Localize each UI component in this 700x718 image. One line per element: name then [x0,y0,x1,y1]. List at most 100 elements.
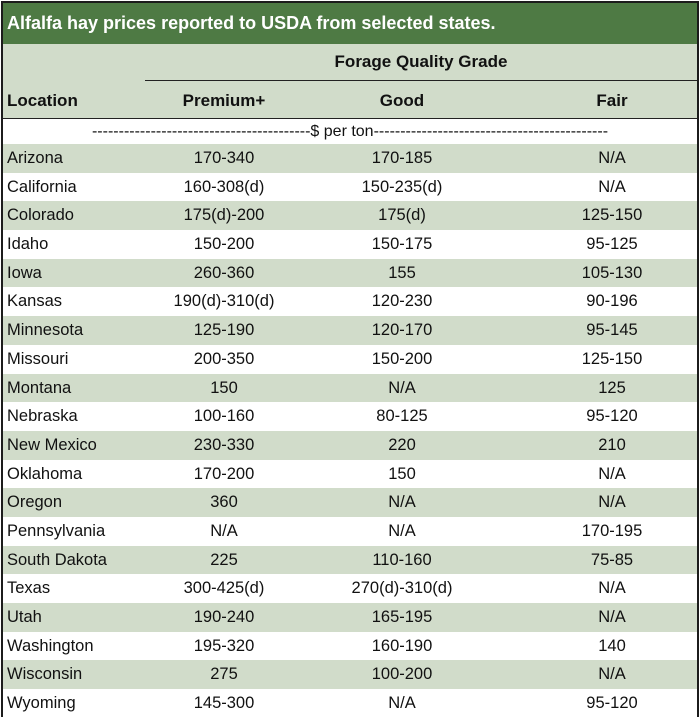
good-cell: 155 [388,263,416,282]
good-cell: 150-175 [371,235,433,254]
good-cell: 120-230 [371,292,433,311]
premium-cell: 230-330 [193,435,255,454]
premium-cell: 300-425(d) [183,579,265,598]
location-cell: Kansas [7,292,63,311]
fair-cell: N/A [598,579,626,598]
good-cell: 175(d) [378,206,426,225]
fair-cell: N/A [598,493,626,512]
table-row: Arizona 170-340 170-185 N/A [3,144,697,173]
premium-cell: N/A [210,521,238,540]
premium-cell: 150 [210,378,238,397]
table-row: Oregon 360 N/A N/A [3,488,697,517]
table-row: Colorado 175(d)-200 175(d) 125-150 [3,201,697,231]
fair-cell: 75-85 [590,550,634,569]
fair-cell: 90-196 [586,292,638,311]
location-cell: Idaho [7,235,49,254]
premium-cell: 175(d)-200 [183,206,265,225]
good-cell: 110-160 [372,550,432,569]
location-cell: South Dakota [7,550,107,569]
location-cell: Texas [7,579,51,598]
good-cell: 80-125 [376,407,428,426]
premium-cell: 170-200 [193,464,255,483]
table-row: Pennsylvania N/A N/A 170-195 [3,516,697,546]
good-cell: 120-170 [371,321,433,340]
premium-cell: 125-190 [193,321,255,340]
unit-row: ----------------------------------------… [3,119,697,144]
table-header: Forage Quality Grade Location Premium+ G… [3,44,697,118]
fair-cell: N/A [598,665,626,684]
header-divider [3,118,697,119]
good-cell: 150-235(d) [361,177,443,196]
table-row: Washington 195-320 160-190 140 [3,631,697,661]
good-cell: N/A [388,694,416,713]
fair-cell: 95-120 [586,694,638,713]
location-cell: Colorado [7,206,74,225]
good-cell: 170-185 [371,149,433,167]
good-cell: 150-200 [371,349,433,368]
location-cell: Montana [7,378,72,397]
fair-cell: 105-130 [581,263,643,282]
location-cell: New Mexico [7,435,97,454]
fair-cell: N/A [598,464,626,483]
location-cell: Oregon [7,493,63,512]
fair-cell: 125-150 [581,206,643,225]
fair-cell: N/A [598,149,626,167]
fair-cell: 95-125 [586,235,638,254]
premium-cell: 190(d)-310(d) [173,292,275,311]
column-header-location: Location [7,91,78,110]
premium-cell: 145-300 [193,694,255,713]
premium-cell: 190-240 [193,608,255,626]
fair-cell: 95-120 [586,407,638,426]
table-title: Alfalfa hay prices reported to USDA from… [3,3,697,44]
premium-cell: 195-320 [193,636,255,655]
location-cell: Iowa [7,263,42,282]
location-cell: Missouri [7,349,69,368]
fair-cell: 170-195 [581,521,643,540]
table-row: South Dakota 225 110-160 75-85 [3,545,697,575]
table-body: Arizona 170-340 170-185 N/A California 160-30… [3,144,697,718]
location-cell: Arizona [7,149,63,167]
table-row: Montana 150 N/A 125 [3,373,697,403]
table-row: Texas 300-425(d) 270(d)-310(d) N/A [3,574,697,603]
location-cell: Pennsylvania [7,521,106,540]
table-row: Nebraska 100-160 80-125 95-120 [3,402,697,431]
good-cell: 220 [388,435,416,454]
location-cell: Minnesota [7,321,84,340]
column-header-premium: Premium+ [182,91,266,110]
table-row: Utah 190-240 165-195 N/A [3,603,697,632]
premium-cell: 200-350 [193,349,255,368]
column-header-fair: Fair [596,91,628,110]
location-cell: Oklahoma [7,464,83,483]
premium-cell: 100-160 [193,407,255,426]
fair-cell: 125 [598,378,626,397]
good-cell: 165-195 [371,608,433,626]
good-cell: 150 [388,464,416,483]
grade-group-header: Forage Quality Grade [334,52,508,71]
table-row: Wisconsin 275 100-200 N/A [3,660,697,690]
grade-group-underline [145,80,697,81]
fair-cell: 95-145 [586,321,638,340]
good-cell: N/A [388,493,416,512]
location-cell: Wisconsin [7,665,83,684]
premium-cell: 160-308(d) [183,177,265,196]
premium-cell: 260-360 [193,263,255,282]
column-header-good: Good [379,91,425,110]
location-cell: Utah [7,608,42,626]
table-row: Iowa 260-360 155 105-130 [3,258,697,288]
premium-cell: 360 [210,493,238,512]
fair-cell: N/A [598,177,626,196]
location-cell: California [7,177,77,196]
table-row: New Mexico 230-330 220 210 [3,430,697,460]
fair-cell: 125-150 [581,349,643,368]
table-row: California 160-308(d) 150-235(d) N/A [3,172,697,202]
table-row: Missouri 200-350 150-200 125-150 [3,344,697,374]
table-row: Kansas 190(d)-310(d) 120-230 90-196 [3,287,697,317]
premium-cell: 225 [210,550,238,569]
good-cell: N/A [388,378,416,397]
good-cell: N/A [388,521,416,540]
good-cell: 270(d)-310(d) [351,579,453,598]
location-cell: Wyoming [7,694,76,713]
premium-cell: 275 [210,665,238,684]
premium-cell: 150-200 [193,235,255,254]
